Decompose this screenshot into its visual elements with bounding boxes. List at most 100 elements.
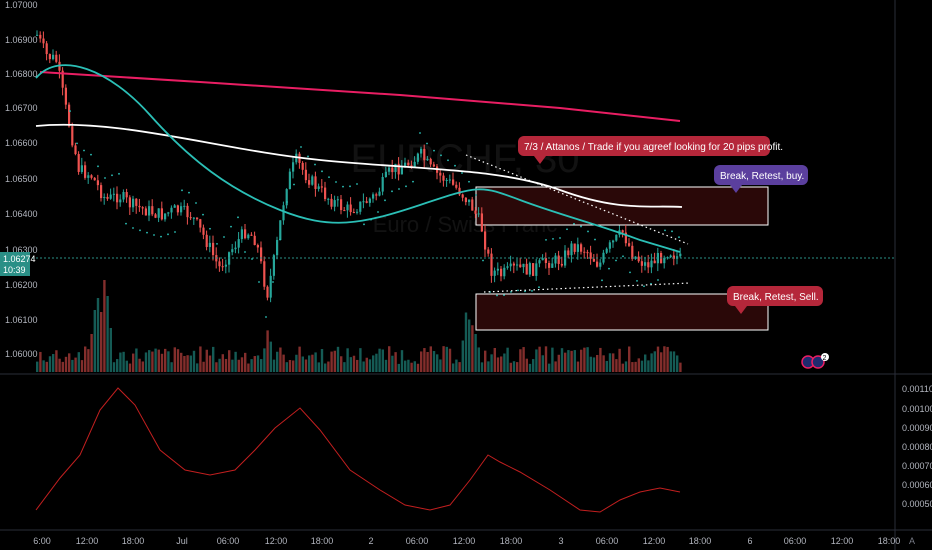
time-axis-label: 2 (368, 536, 373, 546)
volume-bar (336, 346, 340, 372)
note-main-bubble[interactable] (518, 136, 770, 156)
volume-bar (516, 362, 519, 372)
candle-body (224, 264, 227, 267)
volume-bar (512, 361, 516, 372)
time-axis[interactable]: 6:00 12:00 18:00 Jul 06:00 12:00 18:00 2 06:00 12… (33, 536, 900, 546)
sar-dot (230, 225, 232, 228)
volume-bar (647, 360, 650, 372)
candle-body (330, 198, 333, 207)
price-axis-label: 1.06500 (5, 174, 38, 184)
sar-dot (335, 181, 337, 183)
volume-bar (112, 362, 116, 372)
volume-bar (320, 349, 324, 372)
candle-body (90, 175, 93, 178)
note-buy-bubble[interactable] (714, 165, 808, 185)
candle-body (202, 227, 205, 235)
indicator-badges[interactable]: 2 (801, 353, 829, 369)
candle-body (349, 204, 352, 213)
indicator-axis-label: 0.00050 (902, 499, 932, 509)
fast-ema-line[interactable] (35, 64, 681, 253)
volume-bar (324, 363, 327, 372)
candle-body (336, 199, 339, 201)
candle-body (125, 192, 128, 198)
sar-dot (97, 165, 99, 168)
flag-icon[interactable] (811, 355, 825, 369)
auto-scale-button[interactable]: A (909, 536, 915, 546)
price-tag[interactable] (0, 252, 30, 276)
volume-bar (589, 356, 592, 372)
candle-body (612, 240, 615, 243)
support-trendline[interactable] (483, 282, 691, 293)
candle-body (119, 199, 122, 203)
demand-zone[interactable] (475, 293, 769, 331)
note-buy-callout[interactable]: Break, Retest, buy. (714, 165, 808, 193)
sar-dot (272, 281, 274, 283)
volume-bar (522, 347, 525, 372)
sar-dot (349, 185, 351, 188)
candle-body (464, 197, 467, 203)
candle-body (340, 199, 343, 211)
candle-body (653, 260, 656, 264)
sar-dot (286, 201, 288, 203)
sar-dot (314, 163, 316, 166)
volume-bar (458, 362, 461, 372)
candle-body (416, 153, 419, 162)
volume-bar (122, 351, 125, 372)
candle-body (391, 167, 394, 172)
candle-body (567, 250, 570, 256)
sar-dot (251, 258, 253, 260)
volume-bar (196, 363, 199, 372)
candle-body (276, 240, 279, 256)
drawing-tools[interactable] (465, 154, 691, 293)
volume-bar (583, 347, 586, 372)
candle-body (362, 201, 365, 203)
descending-trendline[interactable] (465, 154, 689, 245)
candle-body (160, 208, 163, 220)
candle-body (506, 266, 509, 268)
note-sell-callout[interactable]: Break, Retest, Sell. (727, 286, 823, 314)
candle-body (429, 158, 432, 165)
sar-dot (608, 267, 610, 270)
supply-zone[interactable] (475, 186, 769, 226)
indicator-axis[interactable]: 0.00110 0.00100 0.00090 0.00080 0.00070 0.000… (902, 384, 932, 509)
volume-bar (372, 355, 375, 372)
sar-dot (104, 177, 106, 179)
indicator-axis-label: 0.00070 (902, 461, 932, 471)
candle-body (583, 251, 586, 253)
volume-bar (429, 346, 432, 372)
price-axis[interactable]: 1.07000 1.06900 1.06800 1.06700 1.06600 1.065… (5, 0, 38, 359)
long-ma-line[interactable] (39, 71, 681, 122)
sar-dot (440, 154, 442, 157)
volume-bar (333, 350, 336, 372)
sar-dot (419, 132, 421, 134)
indicator-line[interactable] (35, 387, 681, 513)
candle-body (58, 61, 61, 71)
candle-body (557, 255, 560, 264)
note-sell-bubble[interactable] (727, 286, 823, 306)
volume-bar (452, 363, 455, 372)
candle-body (266, 286, 269, 298)
sar-dot (671, 230, 673, 233)
slow-ma-line[interactable] (35, 123, 683, 208)
sar-dot (188, 191, 190, 194)
note-main-callout[interactable]: 7/3 / Attanos / Trade if you agreef look… (518, 136, 783, 164)
candle-body (388, 167, 391, 172)
volume-bar (404, 360, 407, 372)
candle-body (477, 213, 480, 215)
sar-dot (657, 279, 659, 281)
candle-body (39, 34, 42, 39)
volume-bar (154, 348, 157, 372)
candle-body (144, 208, 147, 216)
candle-body (48, 54, 51, 60)
volume-bar (394, 352, 397, 372)
candle-body (250, 234, 253, 236)
candle-body (448, 179, 451, 181)
volume-bar (634, 361, 637, 372)
volume-bar (471, 325, 474, 372)
volume-bar (231, 359, 234, 372)
sar-dot (258, 281, 260, 283)
volume-bar (288, 359, 292, 372)
volume-bar (608, 353, 612, 372)
candle-body (253, 235, 256, 246)
